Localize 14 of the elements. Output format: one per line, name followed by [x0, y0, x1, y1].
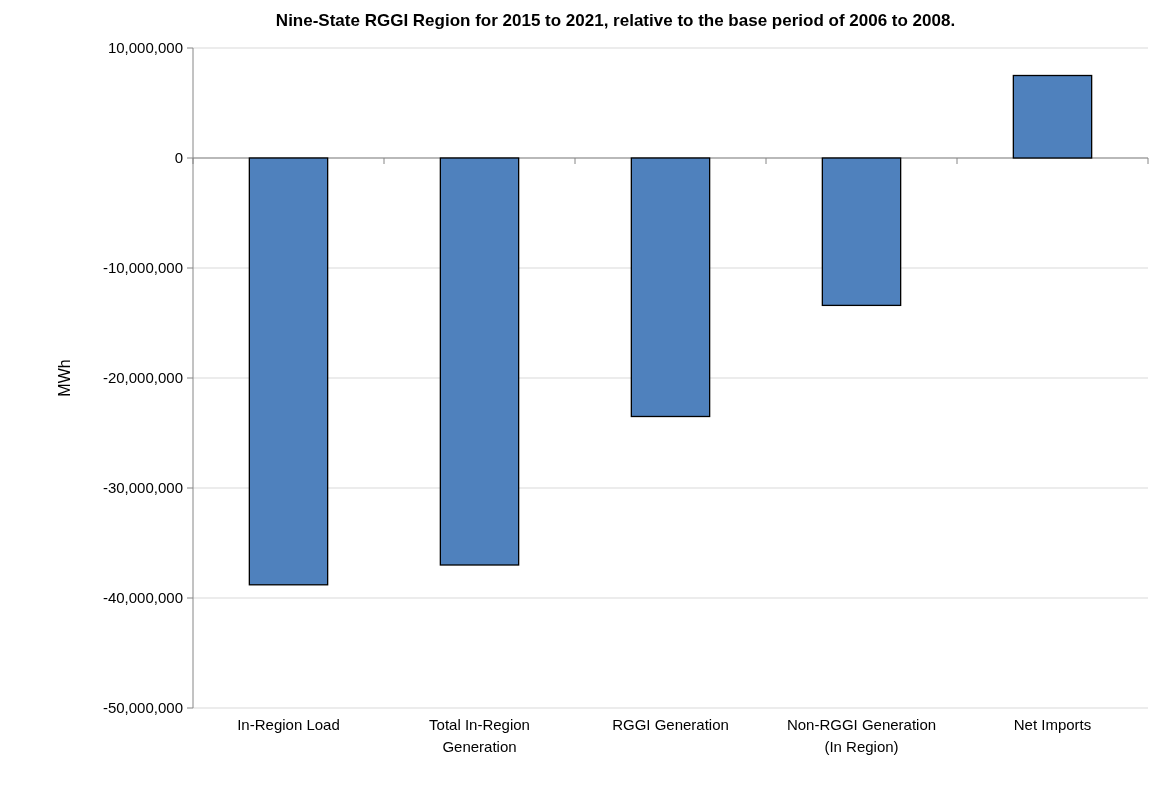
x-tick-label: In-Region Load	[237, 716, 340, 733]
y-tick-label: 10,000,000	[107, 39, 183, 57]
y-tick-label: 0	[174, 149, 183, 167]
y-axis-title: MWh	[56, 359, 73, 397]
y-tick-label: -30,000,000	[102, 479, 183, 497]
x-tick-label: Total In-Region Generation	[429, 716, 530, 755]
y-tick-label: -40,000,000	[102, 589, 183, 607]
x-tick-label: Net Imports	[1013, 716, 1092, 733]
x-tick-label: RGGI Generation	[612, 716, 729, 733]
chart-title: Nine-State RGGI Region for 2015 to 2021, relative to the base period of 2006 to 2008.	[275, 11, 956, 30]
y-tick-label: -50,000,000	[102, 699, 183, 717]
x-tick-label: Non-RGGI Generation (In Region)	[786, 716, 937, 755]
y-tick-label: -10,000,000	[102, 259, 183, 277]
y-tick-label: -20,000,000	[102, 369, 183, 387]
